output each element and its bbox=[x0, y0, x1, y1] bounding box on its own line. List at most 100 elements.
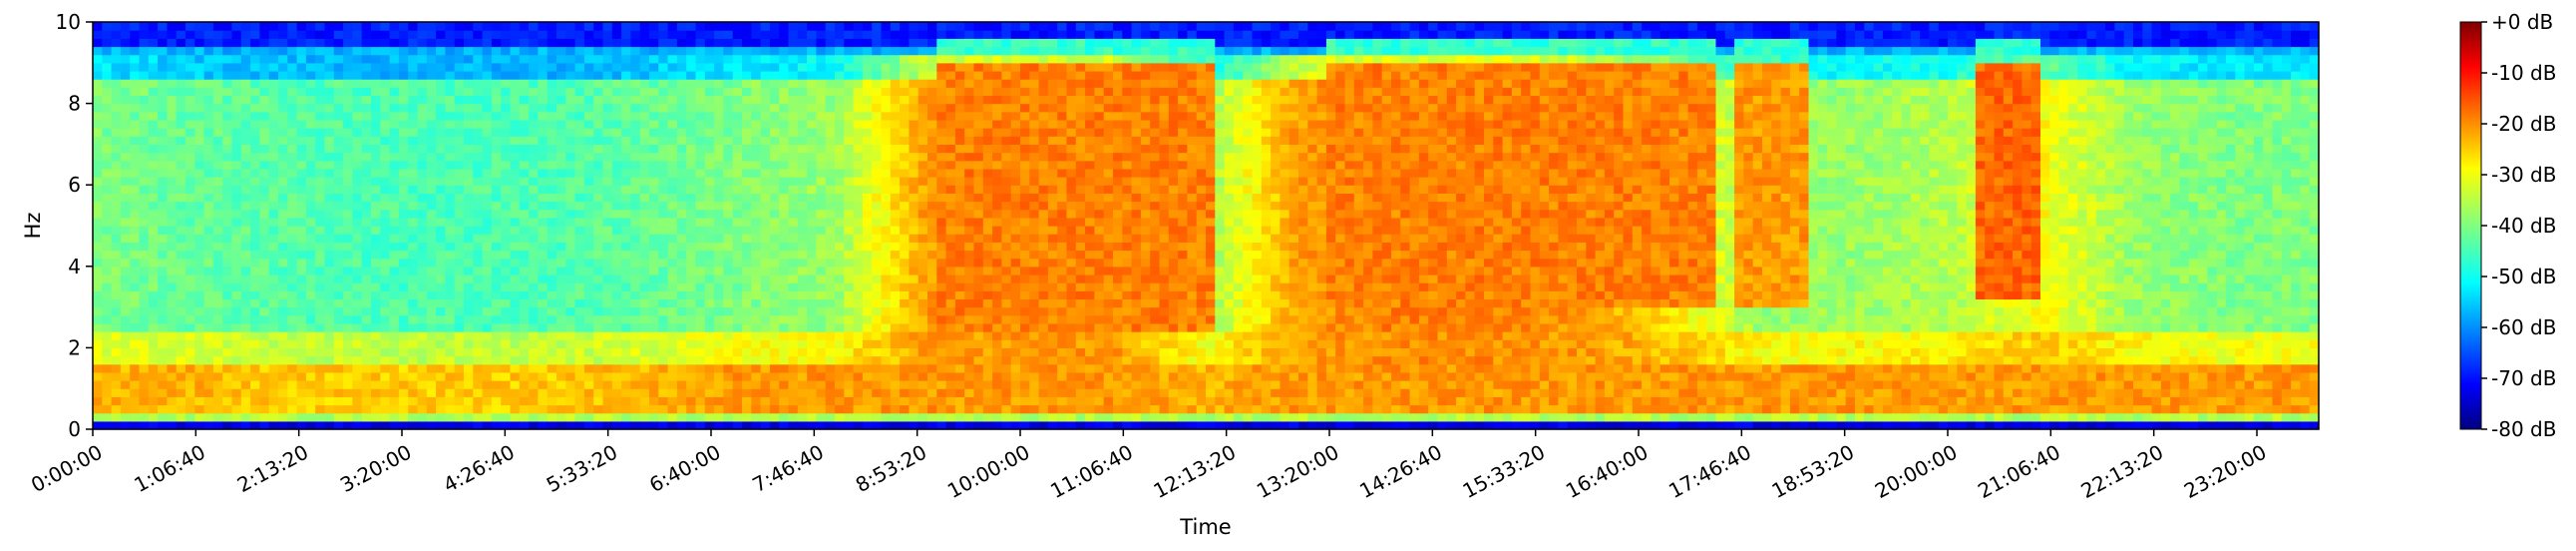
spectrogram-cell bbox=[482, 274, 493, 283]
spectrogram-cell bbox=[918, 54, 928, 64]
spectrogram-cell bbox=[547, 103, 557, 113]
spectrogram-cell bbox=[361, 111, 372, 121]
spectrogram-cell bbox=[417, 22, 428, 31]
spectrogram-cell bbox=[639, 388, 650, 397]
spectrogram-cell bbox=[1001, 306, 1012, 316]
spectrogram-cell bbox=[287, 152, 298, 162]
spectrogram-cell bbox=[510, 298, 521, 308]
spectrogram-cell bbox=[918, 201, 928, 211]
spectrogram-cell bbox=[464, 234, 474, 243]
spectrogram-cell bbox=[797, 234, 808, 243]
spectrogram-cell bbox=[973, 396, 984, 406]
spectrogram-cell bbox=[936, 412, 947, 422]
spectrogram-cell bbox=[630, 250, 641, 260]
spectrogram-cell bbox=[436, 339, 446, 348]
spectrogram-cell bbox=[900, 226, 910, 235]
spectrogram-cell bbox=[927, 193, 937, 203]
spectrogram-cell bbox=[954, 62, 965, 72]
spectrogram-cell bbox=[389, 217, 400, 227]
spectrogram-cell bbox=[93, 355, 103, 365]
spectrogram-cell bbox=[361, 306, 372, 316]
spectrogram-cell bbox=[760, 38, 771, 48]
spectrogram-cell bbox=[408, 274, 419, 283]
spectrogram-cell bbox=[259, 119, 270, 129]
spectrogram-cell bbox=[380, 226, 391, 235]
spectrogram-cell bbox=[278, 87, 288, 97]
spectrogram-cell bbox=[779, 209, 790, 219]
spectrogram-cell bbox=[380, 380, 391, 389]
spectrogram-cell bbox=[287, 274, 298, 283]
spectrogram-cell bbox=[315, 103, 326, 113]
spectrogram-cell bbox=[361, 201, 372, 211]
spectrogram-cell bbox=[287, 160, 298, 170]
spectrogram-cell bbox=[900, 339, 910, 348]
spectrogram-cell bbox=[927, 87, 937, 97]
spectrogram-cell bbox=[436, 87, 446, 97]
spectrogram-cell bbox=[593, 46, 604, 56]
spectrogram-cell bbox=[742, 339, 752, 348]
spectrogram-cell bbox=[639, 177, 650, 186]
spectrogram-cell bbox=[464, 136, 474, 145]
spectrogram-cell bbox=[380, 339, 391, 348]
spectrogram-cell bbox=[714, 347, 724, 357]
spectrogram-cell bbox=[825, 258, 836, 268]
spectrogram-cell bbox=[835, 412, 845, 422]
spectrogram-cell bbox=[649, 226, 659, 235]
spectrogram-cell bbox=[259, 371, 270, 381]
spectrogram-cell bbox=[315, 339, 326, 348]
spectrogram-cell bbox=[964, 388, 975, 397]
spectrogram-cell bbox=[630, 290, 641, 300]
spectrogram-cell bbox=[807, 226, 817, 235]
spectrogram-cell bbox=[111, 371, 122, 381]
spectrogram-cell bbox=[872, 79, 883, 88]
spectrogram-cell bbox=[519, 380, 530, 389]
spectrogram-cell bbox=[333, 274, 344, 283]
spectrogram-cell bbox=[547, 95, 557, 105]
spectrogram-cell bbox=[212, 355, 223, 365]
spectrogram-cell bbox=[185, 79, 195, 88]
spectrogram-cell bbox=[398, 298, 409, 308]
spectrogram-cell bbox=[714, 226, 724, 235]
spectrogram-cell bbox=[630, 314, 641, 324]
spectrogram-cell bbox=[305, 371, 316, 381]
spectrogram-cell bbox=[222, 79, 233, 88]
spectrogram-cell bbox=[130, 103, 141, 113]
spectrogram-cell bbox=[611, 79, 622, 88]
spectrogram-cell bbox=[296, 404, 307, 414]
spectrogram-cell bbox=[436, 355, 446, 365]
spectrogram-cell bbox=[231, 22, 242, 31]
spectrogram-cell bbox=[954, 193, 965, 203]
spectrogram-cell bbox=[1001, 87, 1012, 97]
spectrogram-cell bbox=[779, 322, 790, 332]
spectrogram-cell bbox=[389, 355, 400, 365]
spectrogram-cell bbox=[482, 331, 493, 340]
spectrogram-cell bbox=[482, 306, 493, 316]
spectrogram-cell bbox=[556, 396, 566, 406]
spectrogram-cell bbox=[872, 404, 883, 414]
spectrogram-cell bbox=[130, 62, 141, 72]
spectrogram-cell bbox=[176, 209, 186, 219]
spectrogram-cell bbox=[1001, 347, 1012, 357]
spectrogram-cell bbox=[538, 79, 549, 88]
spectrogram-cell bbox=[158, 160, 168, 170]
spectrogram-cell bbox=[333, 322, 344, 332]
spectrogram-cell bbox=[686, 95, 697, 105]
spectrogram-cell bbox=[927, 70, 937, 80]
spectrogram-cell bbox=[445, 314, 456, 324]
spectrogram-cell bbox=[936, 22, 947, 31]
spectrogram-cell bbox=[454, 87, 465, 97]
spectrogram-cell bbox=[964, 242, 975, 252]
spectrogram-cell bbox=[305, 62, 316, 72]
spectrogram-cell bbox=[185, 177, 195, 186]
spectrogram-cell bbox=[723, 363, 734, 373]
spectrogram-cell bbox=[890, 314, 901, 324]
spectrogram-cell bbox=[371, 103, 381, 113]
spectrogram-cell bbox=[742, 234, 752, 243]
spectrogram-cell bbox=[992, 314, 1002, 324]
spectrogram-cell bbox=[565, 306, 576, 316]
spectrogram-cell bbox=[835, 322, 845, 332]
spectrogram-cell bbox=[853, 128, 864, 137]
spectrogram-cell bbox=[371, 201, 381, 211]
spectrogram-cell bbox=[287, 95, 298, 105]
spectrogram-cell bbox=[760, 306, 771, 316]
